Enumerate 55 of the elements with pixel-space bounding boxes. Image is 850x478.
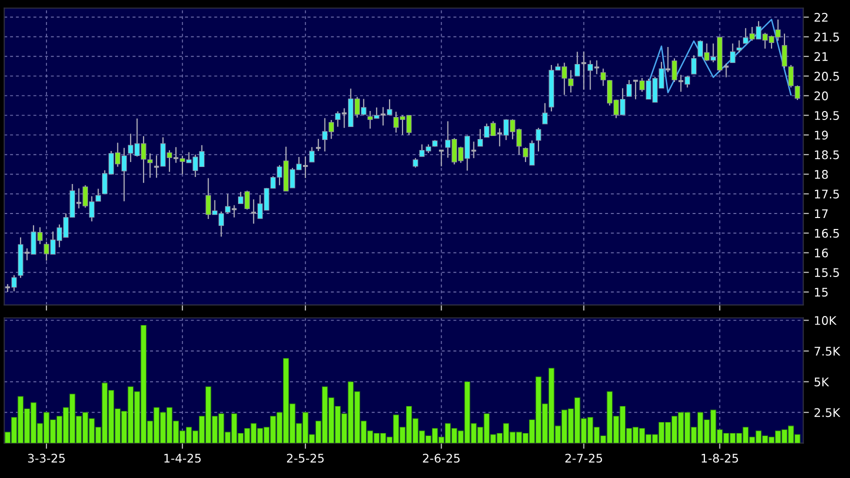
candlestick — [412, 158, 418, 168]
y-tick-label: 22 — [814, 12, 828, 22]
candlestick — [172, 146, 180, 164]
candlestick — [250, 198, 257, 224]
y-tick-label: 18 — [814, 170, 828, 179]
y-tick-label: 19.5 — [814, 111, 839, 120]
candlestick — [794, 84, 800, 101]
candlestick — [496, 128, 503, 147]
x-tick-label: 1-8-25 — [702, 454, 738, 463]
y-tick-label: 21 — [814, 52, 828, 61]
candlestick — [302, 156, 309, 179]
candlestick — [230, 204, 238, 218]
y-tick-label: 21.5 — [814, 32, 839, 42]
y-tick-label: 15 — [814, 288, 828, 297]
y-tick-label: 20.5 — [814, 72, 839, 81]
y-tick-label: 20 — [814, 91, 828, 100]
candlestick — [309, 146, 315, 163]
y-tick-label: 17 — [814, 209, 828, 218]
candlestick — [580, 51, 588, 90]
y-tick-label: 19 — [814, 130, 828, 140]
candlestick — [593, 60, 600, 75]
candlestick — [75, 188, 82, 209]
candlestick — [340, 108, 348, 128]
candlestick — [782, 33, 788, 69]
x-tick-label: 2-5-25 — [286, 454, 324, 463]
y-tick-label: 10K — [814, 316, 837, 325]
candlestick — [380, 106, 386, 126]
y-tick-label: 16 — [814, 248, 828, 258]
candlestick — [788, 64, 794, 88]
candlestick — [536, 127, 542, 152]
y-tick-label: 16.5 — [814, 228, 839, 238]
candlestick — [96, 188, 101, 202]
candlestick — [736, 40, 742, 54]
candlestick — [722, 62, 730, 78]
y-tick-label: 2.5K — [814, 408, 840, 418]
candlestick — [730, 42, 736, 64]
candlestick — [574, 51, 580, 77]
y-tick-label: 5K — [814, 378, 830, 386]
candlestick — [478, 128, 483, 147]
x-tick-label: 2-6-25 — [422, 454, 460, 463]
y-tick-label: 18.5 — [814, 150, 839, 160]
x-tick-label: 1-4-25 — [164, 454, 201, 463]
x-tick-label: 2-7-25 — [565, 454, 602, 463]
y-tick-label: 17.5 — [814, 190, 839, 198]
candlestick — [664, 46, 672, 73]
y-tick-label: 15.5 — [814, 268, 839, 278]
candlestick — [691, 54, 697, 75]
candlestick — [568, 70, 574, 94]
y-tick-label: 7.5K — [814, 346, 840, 356]
candlestick — [626, 79, 632, 98]
candlestick — [147, 152, 153, 178]
candlestick — [470, 141, 478, 159]
x-tick-label: 3-3-25 — [28, 454, 65, 463]
candlestick — [678, 74, 684, 92]
candlestick — [542, 102, 548, 125]
